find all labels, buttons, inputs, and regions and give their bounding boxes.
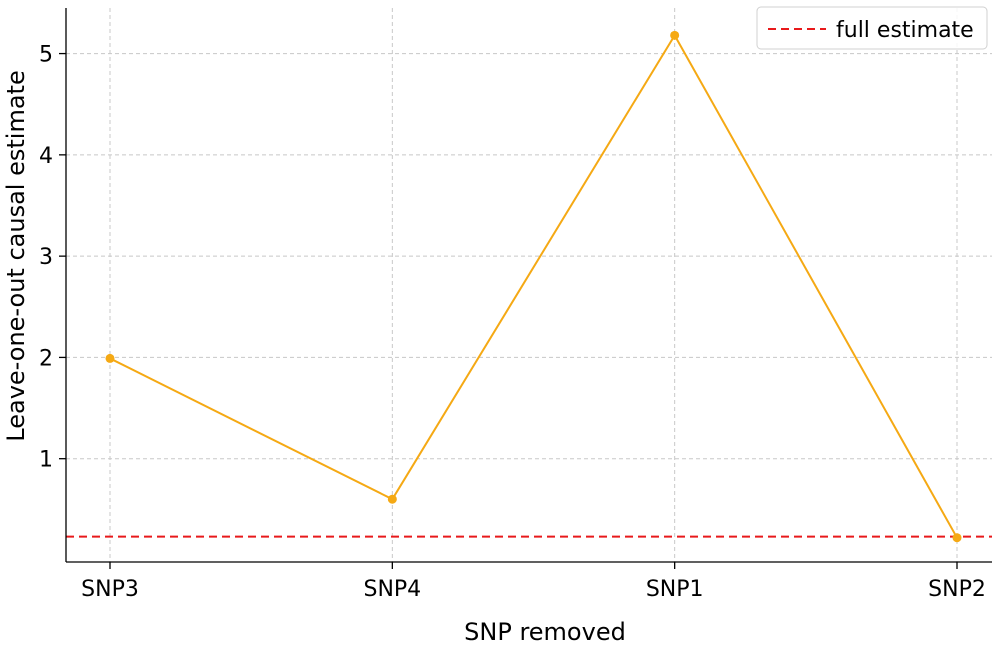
data-point-snp4	[387, 494, 397, 504]
y-tick-label: 4	[39, 144, 53, 169]
y-ticks: 1 2 3 4 5	[39, 43, 66, 473]
x-tick-label: SNP3	[81, 577, 139, 602]
x-tick-label: SNP2	[928, 577, 986, 602]
y-tick-label: 5	[39, 43, 53, 68]
legend: full estimate	[756, 6, 988, 50]
series-layer	[105, 30, 962, 543]
x-tick-label: SNP4	[363, 577, 421, 602]
series-line	[109, 34, 958, 539]
x-tick-label: SNP1	[646, 577, 704, 602]
y-tick-label: 1	[39, 448, 53, 473]
legend-box	[756, 6, 988, 50]
y-tick-label: 2	[39, 346, 53, 371]
legend-label-full-estimate: full estimate	[836, 18, 974, 43]
x-ticks: SNP3 SNP4 SNP1 SNP2	[81, 562, 986, 602]
y-axis-label: Leave-one-out causal estimate	[2, 70, 30, 441]
y-tick-label: 3	[39, 245, 53, 270]
axes	[65, 8, 992, 563]
data-point-snp3	[105, 353, 115, 363]
grid	[66, 8, 992, 562]
data-point-snp1	[670, 30, 680, 40]
x-axis-label: SNP removed	[464, 618, 626, 646]
data-point-snp2	[952, 533, 962, 543]
